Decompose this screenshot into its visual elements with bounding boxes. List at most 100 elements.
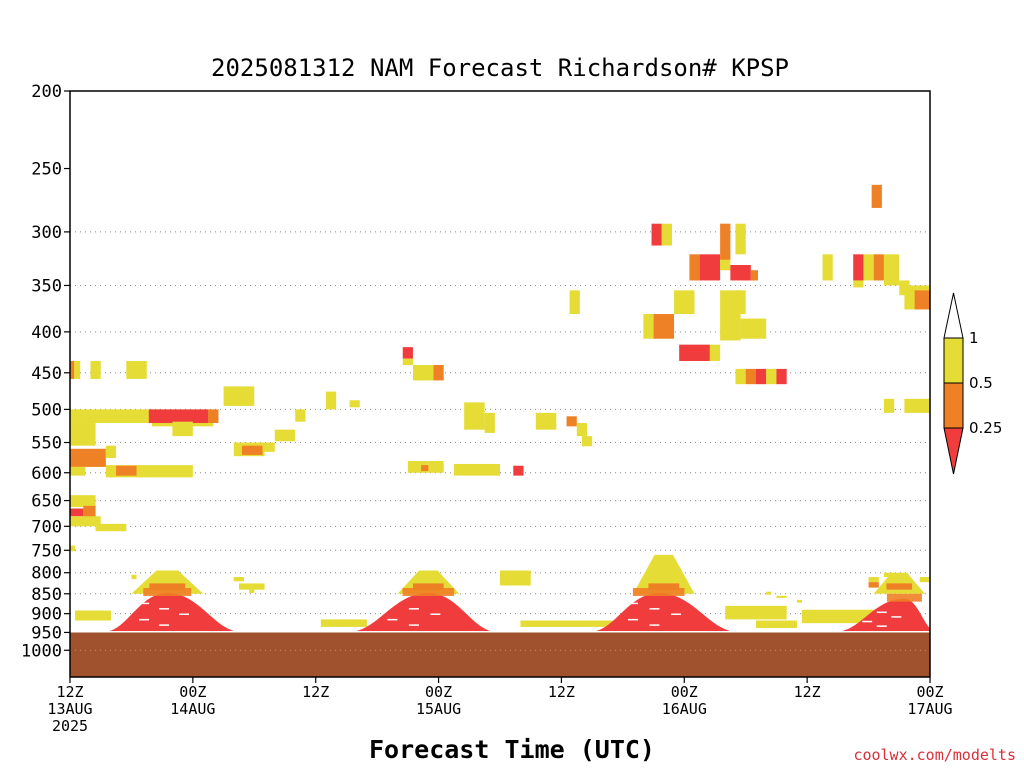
ri-dome bbox=[105, 592, 239, 632]
ri-cell bbox=[464, 402, 485, 430]
ri-streak bbox=[139, 618, 150, 621]
y-tick-label: 450 bbox=[31, 364, 62, 384]
x-axis-label: Forecast Time (UTC) bbox=[369, 735, 655, 764]
ri-cell bbox=[70, 361, 81, 379]
ri-cell bbox=[871, 184, 882, 208]
y-tick-label: 900 bbox=[31, 605, 62, 625]
ri-cone-band bbox=[412, 583, 444, 590]
ri-streak bbox=[159, 624, 170, 626]
y-tick-label: 850 bbox=[31, 585, 62, 605]
ri-cell bbox=[566, 416, 577, 427]
ri-cell bbox=[569, 290, 580, 315]
ri-dome bbox=[351, 592, 495, 632]
x-tick-label: 2025 bbox=[52, 717, 88, 735]
ri-cell bbox=[822, 254, 833, 281]
ri-dome-fringe bbox=[632, 588, 685, 596]
legend-bin bbox=[943, 382, 964, 429]
ri-cell bbox=[126, 361, 147, 379]
ri-cell bbox=[105, 445, 117, 458]
ri-cell bbox=[513, 465, 524, 476]
ri-cell bbox=[745, 368, 756, 385]
ri-cell bbox=[172, 421, 193, 437]
ri-cell bbox=[295, 409, 306, 422]
ri-cone-band bbox=[149, 583, 186, 590]
x-tick-label: 14AUG bbox=[170, 700, 215, 718]
ri-band bbox=[755, 620, 797, 629]
y-tick-label: 700 bbox=[31, 517, 62, 537]
ri-cell bbox=[208, 409, 219, 424]
ri-cell bbox=[679, 344, 710, 362]
legend-arrow-top bbox=[943, 292, 964, 339]
ri-cell bbox=[70, 448, 106, 467]
y-tick-label: 800 bbox=[31, 564, 62, 584]
ri-cell bbox=[70, 516, 101, 527]
ri-cell bbox=[883, 398, 895, 413]
ri-cell bbox=[720, 223, 731, 260]
ri-dome-fringe bbox=[886, 593, 922, 602]
ri-cell bbox=[883, 254, 900, 286]
x-tick-label: 15AUG bbox=[416, 700, 461, 718]
ri-cell bbox=[148, 409, 209, 424]
legend-bin bbox=[943, 337, 964, 384]
ri-streak bbox=[876, 611, 887, 614]
legend: 1 0.5 0.25 bbox=[943, 292, 1002, 475]
ri-cell bbox=[70, 495, 96, 507]
x-tick-label: 00Z bbox=[916, 683, 943, 701]
ri-streak bbox=[408, 624, 419, 626]
ri-streak bbox=[627, 602, 638, 605]
ri-cone bbox=[873, 572, 925, 594]
y-tick-label: 600 bbox=[31, 464, 62, 484]
ri-streak bbox=[891, 616, 902, 618]
ri-streak bbox=[408, 608, 419, 610]
x-tick-label: 12Z bbox=[794, 683, 821, 701]
ri-band bbox=[520, 620, 613, 627]
ri-dome-fringe bbox=[143, 588, 192, 596]
ri-cell bbox=[349, 400, 360, 408]
ri-cell bbox=[402, 358, 413, 365]
ri-cell bbox=[274, 429, 296, 442]
ri-cell bbox=[453, 463, 500, 476]
ri-cell bbox=[535, 412, 557, 430]
ri-streak bbox=[430, 613, 441, 615]
ri-cell bbox=[643, 314, 654, 339]
ri-streak bbox=[139, 602, 150, 605]
y-tick-label: 300 bbox=[31, 223, 62, 243]
surface-fill bbox=[70, 631, 930, 677]
ri-cell bbox=[70, 466, 86, 476]
ri-cone-band bbox=[886, 583, 913, 590]
ri-cell bbox=[689, 254, 700, 281]
ri-cell bbox=[233, 577, 245, 582]
ri-cone-band bbox=[648, 583, 680, 590]
ri-cell bbox=[853, 254, 864, 281]
y-axis: 200 250 300 350 400 450 500 550 600 650 700 750 8008… bbox=[21, 82, 70, 661]
legend-arrow-bottom bbox=[943, 427, 964, 475]
ri-cell bbox=[238, 583, 265, 590]
y-tick-label: 950 bbox=[31, 623, 62, 643]
ri-cell bbox=[412, 364, 434, 381]
ri-cell bbox=[661, 223, 672, 246]
ri-cell bbox=[131, 574, 137, 580]
plot-area bbox=[69, 90, 931, 678]
ri-cell bbox=[83, 505, 96, 518]
ri-cell bbox=[223, 386, 255, 406]
ri-streak bbox=[387, 602, 398, 605]
ri-dome-fringe bbox=[402, 588, 455, 596]
ri-cell bbox=[433, 364, 444, 381]
ri-cell bbox=[883, 572, 895, 578]
ri-cell bbox=[428, 460, 444, 473]
x-tick-label: 17AUG bbox=[907, 700, 952, 718]
ri-cell bbox=[581, 436, 593, 447]
ri-streak bbox=[387, 618, 398, 621]
ri-cell bbox=[776, 368, 787, 385]
ri-streak bbox=[670, 613, 681, 615]
ri-cell bbox=[90, 361, 101, 379]
ri-cell bbox=[249, 589, 255, 593]
legend-label: 1 bbox=[969, 329, 979, 347]
ri-cell bbox=[500, 570, 531, 586]
ri-cell bbox=[720, 290, 741, 341]
x-tick-label: 16AUG bbox=[662, 700, 707, 718]
ri-cell bbox=[484, 412, 495, 433]
ri-cell bbox=[868, 577, 879, 583]
y-tick-label: 650 bbox=[31, 492, 62, 512]
